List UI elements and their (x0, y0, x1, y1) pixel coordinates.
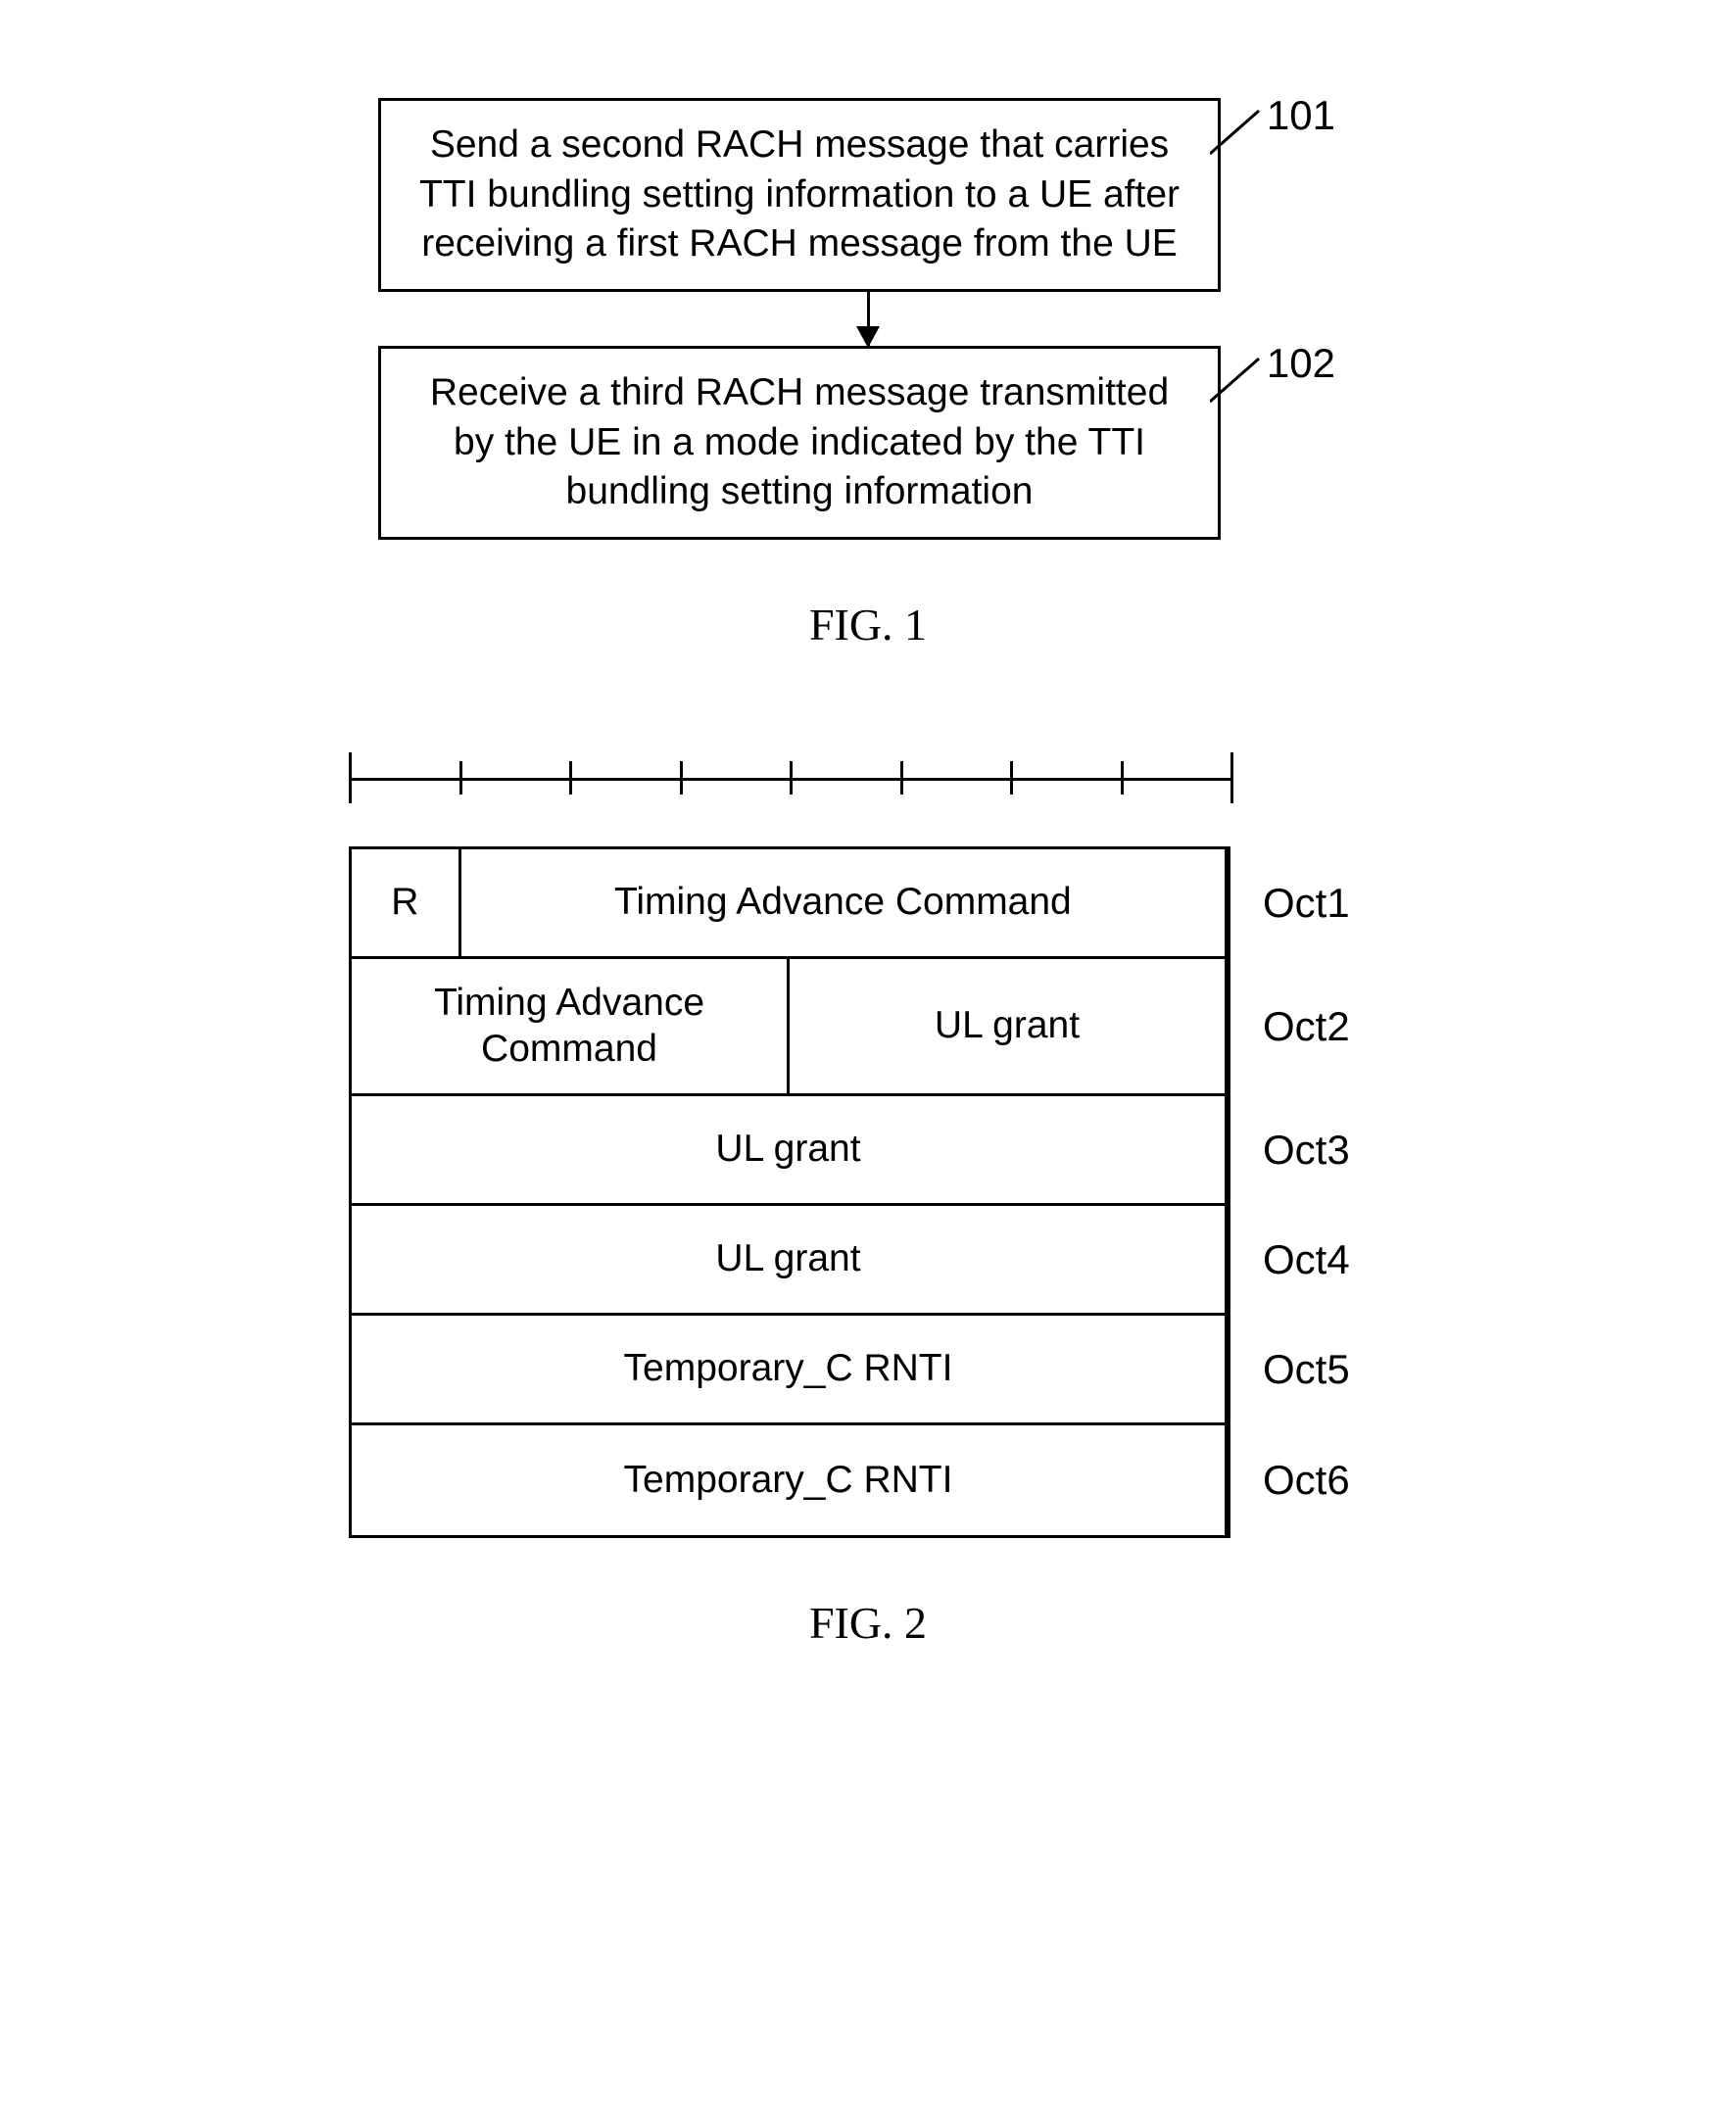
leader-line-1 (1210, 107, 1269, 156)
octet-row: Temporary_C RNTIOct5 (352, 1316, 1228, 1425)
octet-cell: Temporary_C RNTI (352, 1316, 1228, 1422)
octet-row: Timing Advance CommandUL grantOct2 (352, 959, 1228, 1096)
step-label-2: 102 (1267, 337, 1335, 391)
octet-cell: Temporary_C RNTI (352, 1425, 1228, 1535)
bit-ruler (349, 748, 1230, 807)
figure-1: Send a second RACH message that carries … (378, 98, 1358, 650)
ruler-tick (569, 761, 572, 794)
octet-cell: UL grant (790, 959, 1228, 1093)
ruler-tick (1121, 761, 1124, 794)
octet-label: Oct2 (1263, 1003, 1350, 1050)
octet-label: Oct4 (1263, 1236, 1350, 1283)
ruler-tick (790, 761, 793, 794)
figure-2-caption: FIG. 2 (349, 1597, 1387, 1649)
flow-step-1-text: Send a second RACH message that carries … (419, 123, 1180, 265)
octet-table: RTiming Advance CommandOct1Timing Advanc… (349, 846, 1230, 1538)
step-label-1: 101 (1267, 89, 1335, 143)
octet-cell: Timing Advance Command (352, 959, 790, 1093)
flow-step-1: Send a second RACH message that carries … (378, 98, 1221, 292)
octet-cell: R (352, 849, 461, 956)
ruler-tick (1010, 761, 1013, 794)
octet-label: Oct1 (1263, 880, 1350, 927)
octet-label: Oct5 (1263, 1346, 1350, 1393)
figure-1-caption: FIG. 1 (378, 599, 1358, 650)
octet-cell: UL grant (352, 1206, 1228, 1313)
leader-line-2 (1210, 355, 1269, 404)
ruler-tick (1230, 752, 1233, 803)
octet-cell: UL grant (352, 1096, 1228, 1203)
octet-cell: Timing Advance Command (461, 849, 1228, 956)
ruler-tick (349, 752, 352, 803)
octet-row: Temporary_C RNTIOct6 (352, 1425, 1228, 1535)
octet-label: Oct6 (1263, 1457, 1350, 1504)
octet-label: Oct3 (1263, 1127, 1350, 1174)
octet-row: UL grantOct3 (352, 1096, 1228, 1206)
flow-step-2: Receive a third RACH message transmitted… (378, 346, 1221, 540)
ruler-tick (900, 761, 903, 794)
flow-step-2-text: Receive a third RACH message transmitted… (430, 371, 1169, 512)
octet-row: RTiming Advance CommandOct1 (352, 849, 1228, 959)
ruler-tick (680, 761, 683, 794)
arrow-1-to-2 (867, 292, 870, 346)
figure-2: RTiming Advance CommandOct1Timing Advanc… (349, 748, 1387, 1649)
ruler-tick (459, 761, 462, 794)
octet-row: UL grantOct4 (352, 1206, 1228, 1316)
